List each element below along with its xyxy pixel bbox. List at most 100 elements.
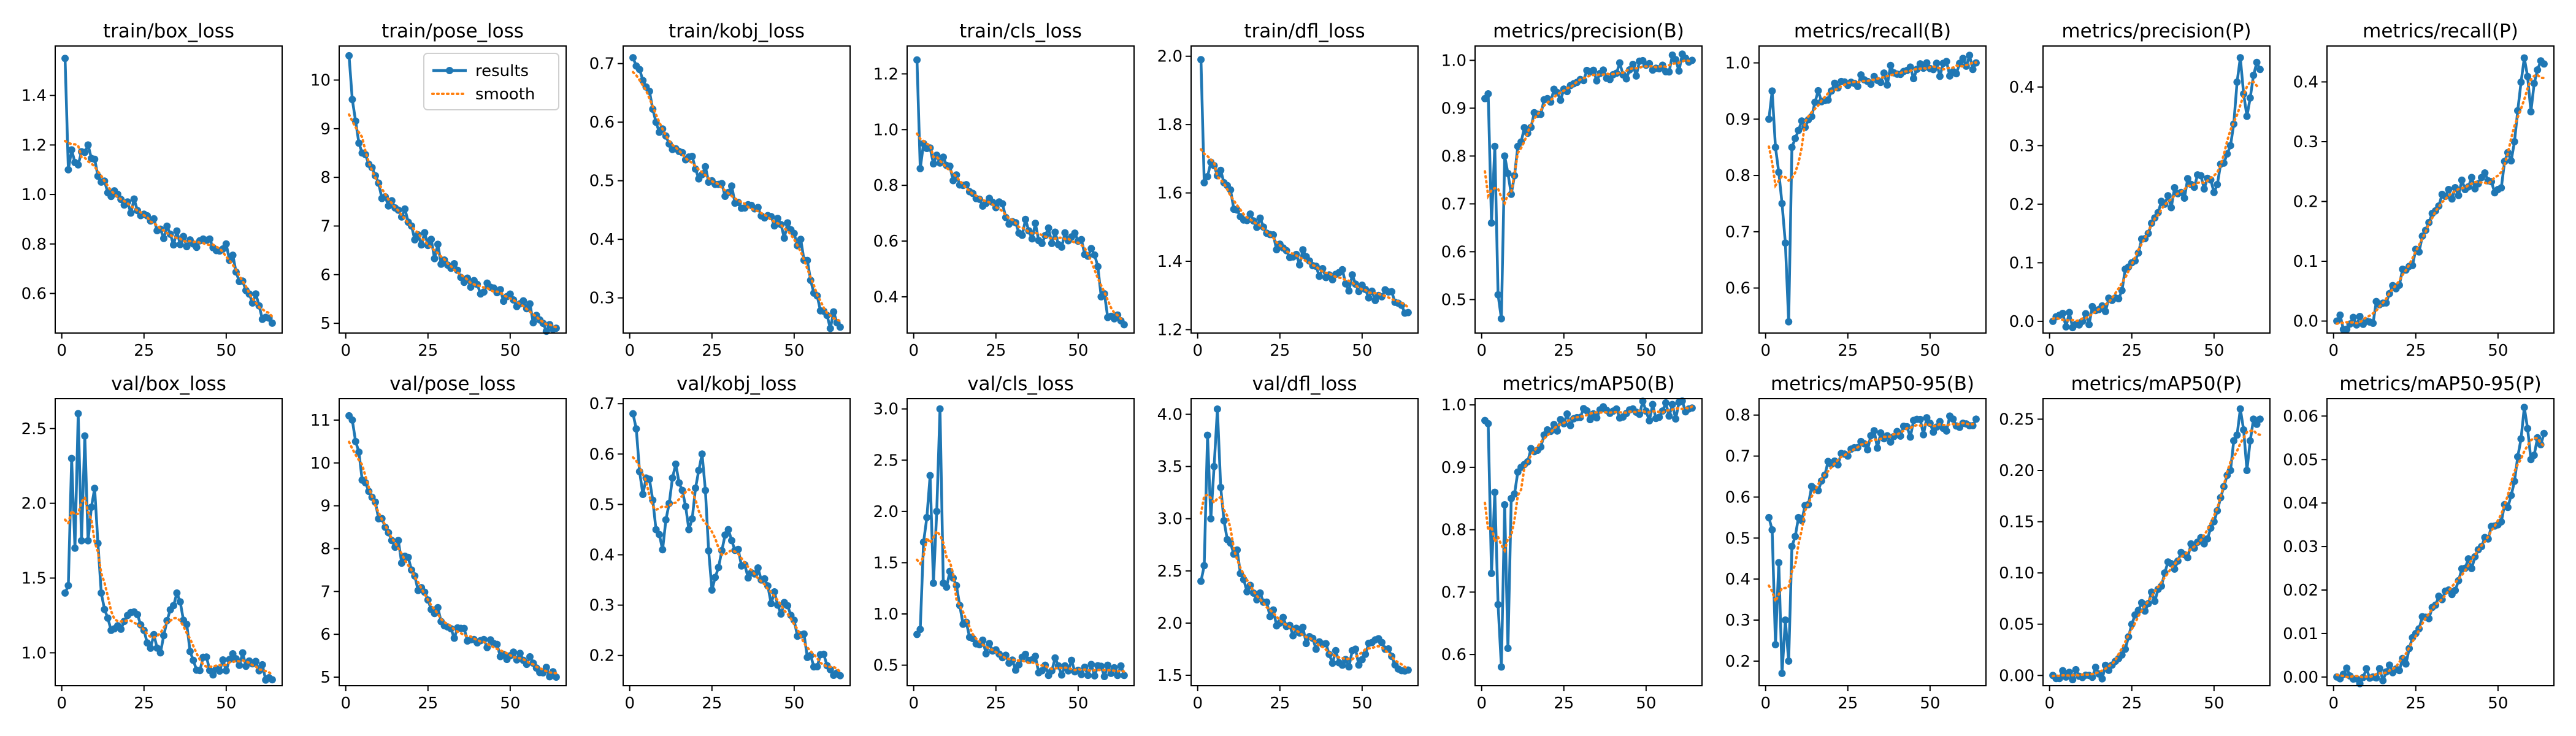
results-point xyxy=(2458,176,2466,184)
y-tick-label: 0.3 xyxy=(2293,133,2318,151)
results-point xyxy=(929,160,937,168)
results-point xyxy=(117,625,125,633)
results-point xyxy=(2481,169,2489,177)
axes-frame xyxy=(2326,398,2555,686)
results-point xyxy=(2069,676,2077,684)
y-tick-label: 10 xyxy=(310,72,331,90)
results-point xyxy=(1200,562,1208,570)
results-point xyxy=(2425,615,2433,623)
results-point xyxy=(1312,645,1320,653)
results-point xyxy=(401,205,409,213)
results-point xyxy=(493,640,501,648)
x-tick-label: 25 xyxy=(1554,694,1574,713)
x-tick-label: 25 xyxy=(1838,694,1858,713)
results-point xyxy=(1497,663,1505,671)
results-point xyxy=(698,450,706,458)
results-point xyxy=(1920,431,1928,439)
results-point xyxy=(2253,58,2261,66)
results-point xyxy=(962,181,970,189)
results-point xyxy=(2085,321,2093,329)
results-point xyxy=(434,604,442,611)
results-point xyxy=(1632,72,1640,80)
results-point xyxy=(460,624,468,632)
results-point xyxy=(2190,544,2198,552)
y-tick-label: 2.0 xyxy=(873,503,899,521)
results-point xyxy=(953,171,960,179)
results-point xyxy=(770,222,778,230)
results-point xyxy=(705,547,713,554)
y-tick-label: 0.7 xyxy=(1441,583,1466,602)
results-point xyxy=(836,672,844,680)
results-point xyxy=(2379,677,2387,684)
x-tick-label: 50 xyxy=(784,342,804,360)
results-point xyxy=(2098,675,2106,683)
results-point xyxy=(1887,61,1895,69)
results-point xyxy=(268,676,276,684)
results-point xyxy=(711,573,719,581)
results-point xyxy=(239,649,247,657)
results-point xyxy=(394,537,402,545)
y-tick-label: 11 xyxy=(310,412,331,430)
results-point xyxy=(1511,490,1519,498)
results-point xyxy=(1045,224,1052,232)
y-tick-label: 1.8 xyxy=(1157,116,1183,134)
results-point xyxy=(526,653,534,661)
x-tick-label: 0 xyxy=(1192,342,1203,360)
x-tick-label: 0 xyxy=(56,342,67,360)
results-point xyxy=(1887,438,1895,446)
x-tick-label: 50 xyxy=(1920,694,1940,713)
results-point xyxy=(2527,108,2535,116)
results-point xyxy=(1091,251,1098,259)
y-tick-label: 8 xyxy=(320,540,331,558)
results-point xyxy=(1792,134,1799,142)
results-point xyxy=(355,139,363,147)
results-point xyxy=(728,182,735,190)
results-point xyxy=(190,656,197,664)
results-point xyxy=(1299,246,1307,254)
results-point xyxy=(1966,52,1974,59)
results-point xyxy=(2236,405,2244,413)
results-point xyxy=(2101,307,2109,315)
results-point xyxy=(348,96,356,104)
results-point xyxy=(2385,661,2393,669)
subplot-7: metrics/precision(P) 0 25 50 0.0 0.1 0.2 0.3 0.4 xyxy=(2009,20,2271,360)
results-point xyxy=(1210,462,1218,470)
results-point xyxy=(702,486,710,494)
results-point xyxy=(698,171,706,178)
results-point xyxy=(450,260,458,267)
results-point xyxy=(2497,518,2505,526)
results-point xyxy=(1775,168,1783,176)
results-point xyxy=(770,588,778,596)
results-point xyxy=(2363,665,2371,673)
results-point xyxy=(2230,437,2237,445)
x-tick-label: 50 xyxy=(1068,342,1088,360)
results-point xyxy=(480,635,488,643)
smooth-line xyxy=(632,71,841,323)
y-tick-label: 9 xyxy=(320,120,331,139)
y-tick-label: 1.5 xyxy=(873,554,899,572)
y-tick-label: 0.7 xyxy=(589,395,615,413)
results-point xyxy=(1491,142,1499,150)
results-point xyxy=(186,648,194,656)
x-tick-label: 25 xyxy=(1270,342,1290,360)
results-point xyxy=(2233,431,2241,439)
y-tick-label: 0.04 xyxy=(2283,494,2318,513)
results-point xyxy=(1824,96,1832,104)
results-point xyxy=(1038,239,1046,247)
results-point xyxy=(1270,231,1278,239)
results-point xyxy=(1094,263,1102,270)
x-tick-label: 0 xyxy=(2328,342,2339,360)
results-point xyxy=(1378,638,1386,646)
results-point xyxy=(826,324,834,332)
results-point xyxy=(1120,672,1128,680)
results-point xyxy=(2256,415,2264,423)
results-point xyxy=(1197,577,1205,585)
x-tick-label: 25 xyxy=(134,694,154,713)
results-point xyxy=(813,663,821,670)
subplot-0: train/box_loss 0 25 50 0.6 0.8 1.0 1.2 1.4 xyxy=(21,20,283,360)
results-point xyxy=(929,579,937,587)
results-point xyxy=(216,667,224,675)
results-point xyxy=(1345,287,1353,295)
results-line xyxy=(916,407,1126,678)
results-point xyxy=(385,202,393,210)
